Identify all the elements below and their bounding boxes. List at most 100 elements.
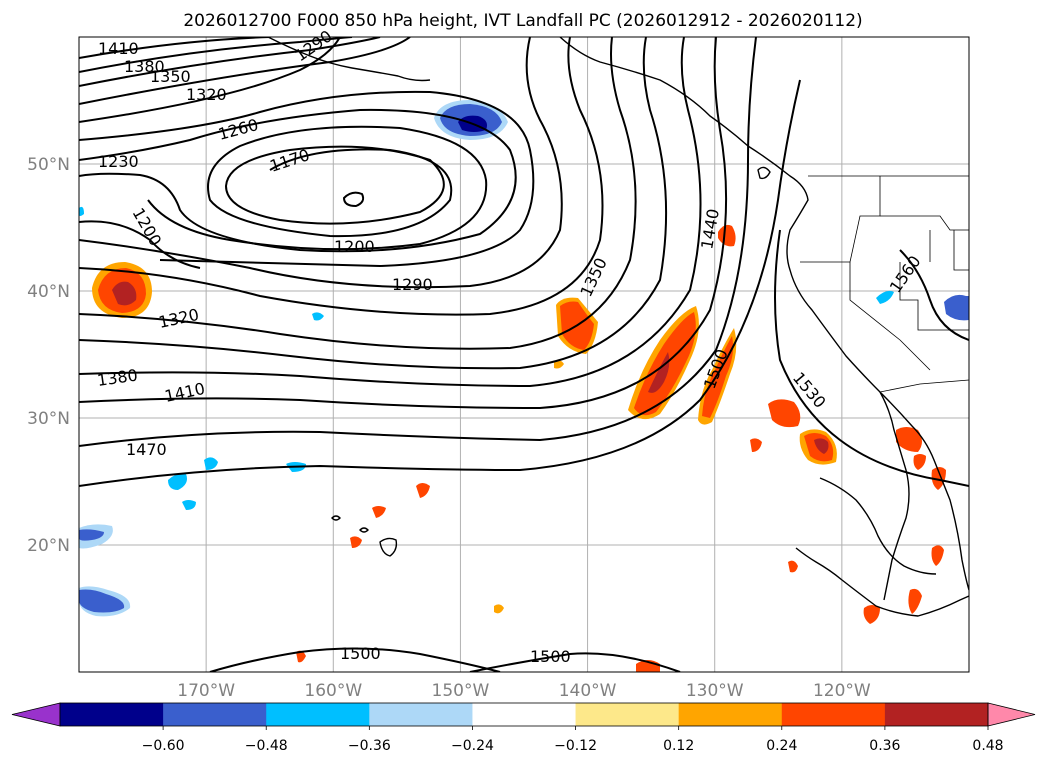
ivt-blob bbox=[876, 290, 894, 304]
colorbar-extend-low bbox=[11, 702, 61, 727]
ivt-blob bbox=[648, 352, 670, 393]
contour-1230 bbox=[79, 108, 517, 253]
ivt-blob bbox=[750, 438, 762, 452]
lon-tick-label: 160°W bbox=[304, 681, 362, 701]
colorbar-segment bbox=[163, 703, 267, 726]
contour-1320 bbox=[79, 37, 411, 105]
contour-1440-main bbox=[79, 37, 728, 410]
contour-1500-south-east bbox=[469, 652, 681, 672]
coastline-baja bbox=[879, 391, 910, 601]
contour-label: 1350 bbox=[150, 67, 191, 86]
island-hawaii-big bbox=[379, 537, 398, 557]
border-state bbox=[849, 262, 931, 371]
contour-1320-main bbox=[79, 37, 604, 316]
coastline-mexico-inner bbox=[819, 477, 937, 575]
contour-label: 1470 bbox=[126, 440, 167, 459]
ivt-blob bbox=[896, 427, 922, 452]
contour-1170 bbox=[224, 145, 445, 225]
chart-title: 2026012700 F000 850 hPa height, IVT Land… bbox=[183, 11, 862, 31]
contour-1410 bbox=[79, 37, 271, 59]
ivt-blob bbox=[350, 536, 362, 548]
map-panel bbox=[78, 36, 970, 673]
colorbar: −0.60 −0.48 −0.36 −0.24 −0.12 0.12 0.24 0.36 0.4… bbox=[11, 702, 1036, 754]
colorbar-segment bbox=[678, 703, 783, 726]
contour-1200 bbox=[147, 125, 488, 251]
ivt-blob bbox=[554, 360, 564, 369]
island-hawaii-small bbox=[359, 527, 369, 533]
ivt-blob bbox=[182, 500, 196, 510]
contour-1350 bbox=[79, 37, 381, 87]
contour-label: 1230 bbox=[98, 152, 139, 171]
coastline-alaska bbox=[559, 37, 969, 591]
contour-1350-main bbox=[79, 37, 637, 350]
lat-tick-label: 50°N bbox=[27, 155, 70, 175]
lon-tick-label: 140°W bbox=[559, 681, 617, 701]
longitude-labels: 170°W 160°W 150°W 140°W 130°W 120°W bbox=[177, 681, 871, 701]
ivt-blob bbox=[79, 589, 125, 613]
map-background bbox=[79, 37, 969, 672]
ivt-blob bbox=[814, 438, 829, 454]
colorbar-segment bbox=[472, 703, 577, 726]
colorbar-tick-label: −0.48 bbox=[245, 738, 288, 754]
colorbar-tick-label: 0.36 bbox=[869, 738, 900, 754]
contour-label: 1380 bbox=[124, 57, 165, 76]
contour-label: 1500 bbox=[530, 647, 571, 666]
colorbar-segment bbox=[781, 703, 886, 726]
ivt-blob bbox=[931, 545, 944, 566]
contour-label: 1500 bbox=[340, 644, 381, 663]
contour-1410-main bbox=[79, 37, 702, 388]
contour-label: 1290 bbox=[392, 275, 433, 294]
contour-low-center bbox=[342, 191, 365, 208]
ivt-blob bbox=[931, 467, 946, 490]
coastline-aleutians bbox=[267, 37, 431, 82]
lat-tick-label: 30°N bbox=[27, 409, 70, 429]
ivt-blob bbox=[718, 224, 736, 247]
latitude-labels: 20°N 30°N 40°N 50°N bbox=[27, 155, 70, 556]
lon-tick-label: 150°W bbox=[432, 681, 490, 701]
ivt-blob bbox=[768, 399, 801, 428]
colorbar-segment bbox=[60, 703, 164, 726]
colorbar-segment bbox=[369, 703, 473, 726]
border-state bbox=[899, 262, 969, 331]
contour-1290-main bbox=[79, 37, 563, 289]
map-frame bbox=[78, 36, 970, 673]
colorbar-tick-label: −0.36 bbox=[348, 738, 391, 754]
ivt-blob bbox=[296, 650, 306, 663]
political-borders bbox=[800, 175, 969, 393]
island-haida-gwaii bbox=[757, 166, 771, 180]
lon-tick-label: 170°W bbox=[177, 681, 235, 701]
border-state bbox=[800, 176, 881, 263]
lon-tick-label: 120°W bbox=[813, 681, 871, 701]
ivt-blob bbox=[372, 506, 386, 518]
ivt-blob bbox=[79, 206, 84, 216]
border-state bbox=[880, 215, 969, 231]
ivt-blob bbox=[79, 529, 104, 541]
colorbar-extend-high bbox=[987, 702, 1036, 727]
ivt-blob bbox=[168, 473, 187, 490]
contour-label: 1320 bbox=[186, 85, 227, 104]
contour-label: 1200 bbox=[334, 237, 375, 256]
contour-1560 bbox=[899, 249, 969, 341]
lat-tick-label: 20°N bbox=[27, 536, 70, 556]
height-contours bbox=[79, 37, 969, 672]
lat-tick-label: 40°N bbox=[27, 282, 70, 302]
colorbar-tick-label: 0.12 bbox=[663, 738, 694, 754]
colorbar-tick-label: −0.60 bbox=[142, 738, 185, 754]
coastline-mexico-west bbox=[795, 547, 969, 617]
ivt-blob bbox=[863, 605, 880, 624]
contour-1530-main bbox=[774, 229, 969, 487]
colorbar-tick-label: −0.24 bbox=[451, 738, 494, 754]
contour-1500-south-west bbox=[209, 647, 501, 672]
contour-1500-main bbox=[79, 79, 801, 487]
colorbar-segment bbox=[575, 703, 680, 726]
colorbar-segment bbox=[884, 703, 989, 726]
contour-1260 bbox=[79, 90, 535, 268]
contour-1200-west bbox=[79, 220, 201, 269]
island-hawaii-small bbox=[331, 515, 341, 521]
ivt-blob bbox=[312, 312, 324, 321]
contour-1380-main bbox=[79, 37, 668, 370]
ivt-blob bbox=[204, 457, 218, 470]
coastlines bbox=[267, 37, 969, 617]
colorbar-tick-label: 0.24 bbox=[766, 738, 797, 754]
